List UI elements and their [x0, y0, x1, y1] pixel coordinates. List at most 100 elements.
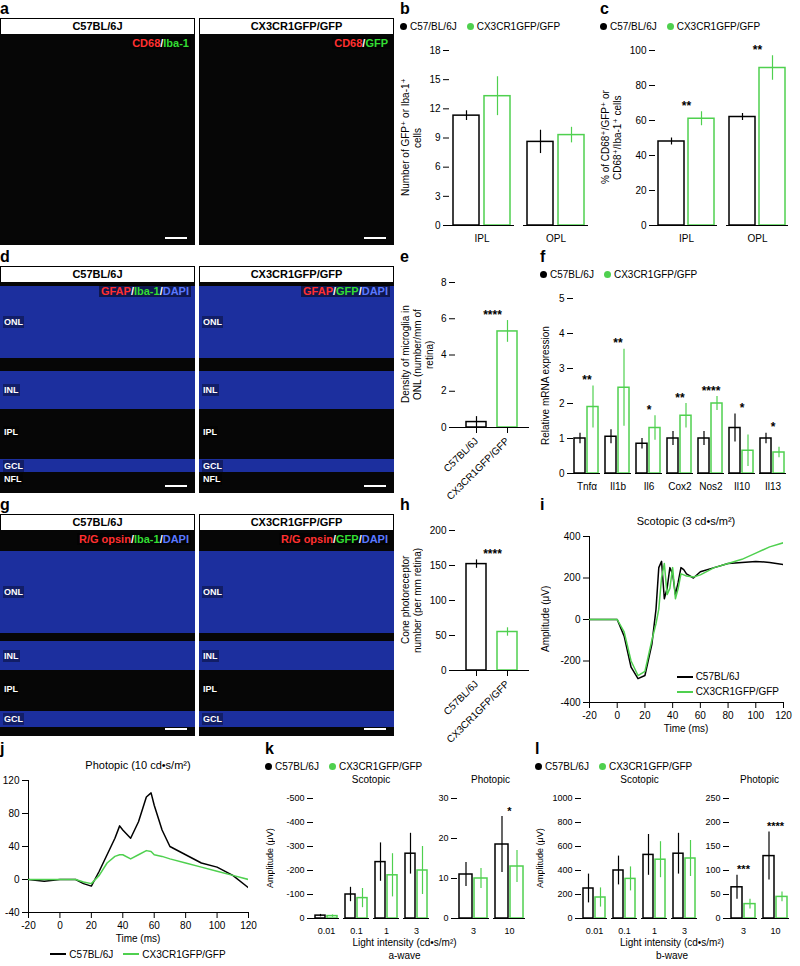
- svg-text:Il1b: Il1b: [610, 481, 627, 492]
- svg-text:40: 40: [635, 150, 647, 161]
- svg-text:9: 9: [435, 132, 441, 143]
- svg-text:Nos2: Nos2: [699, 481, 723, 492]
- svg-text:80: 80: [8, 808, 20, 819]
- svg-text:****: ****: [483, 547, 502, 561]
- svg-text:0: 0: [441, 665, 447, 676]
- svg-text:IPL: IPL: [679, 233, 694, 244]
- svg-text:3: 3: [741, 926, 746, 936]
- svg-text:6: 6: [441, 313, 447, 324]
- svg-text:0.01: 0.01: [586, 926, 604, 936]
- svg-text:Il10: Il10: [734, 481, 751, 492]
- svg-text:OPL: OPL: [747, 233, 767, 244]
- svg-text:-20: -20: [21, 920, 36, 931]
- svg-text:60: 60: [695, 710, 707, 721]
- svg-text:**: **: [675, 391, 685, 405]
- svg-text:CX3CR1GFP/GFP: CX3CR1GFP/GFP: [444, 435, 511, 502]
- svg-text:****: ****: [483, 308, 502, 322]
- svg-text:0: 0: [567, 913, 572, 923]
- svg-text:100: 100: [705, 865, 720, 875]
- svg-text:****: ****: [767, 820, 785, 832]
- svg-text:-200: -200: [560, 655, 580, 666]
- svg-text:150: 150: [430, 560, 447, 571]
- svg-text:*: *: [507, 805, 512, 817]
- svg-text:Il13: Il13: [765, 481, 782, 492]
- svg-text:400: 400: [564, 531, 581, 542]
- svg-text:-400: -400: [286, 817, 304, 827]
- svg-text:80: 80: [180, 920, 192, 931]
- svg-text:1: 1: [384, 926, 389, 936]
- svg-text:4: 4: [441, 349, 447, 360]
- svg-text:0: 0: [614, 710, 620, 721]
- svg-text:40: 40: [667, 710, 679, 721]
- svg-text:18: 18: [429, 45, 441, 56]
- svg-text:20: 20: [438, 833, 448, 843]
- svg-text:OPL: OPL: [546, 233, 566, 244]
- svg-text:IPL: IPL: [474, 233, 489, 244]
- svg-text:100: 100: [630, 45, 647, 56]
- svg-text:*: *: [647, 403, 652, 417]
- svg-text:0: 0: [14, 874, 20, 885]
- svg-text:200: 200: [557, 889, 572, 899]
- svg-text:100: 100: [430, 595, 447, 606]
- svg-text:*: *: [740, 401, 745, 415]
- svg-text:15: 15: [429, 74, 441, 85]
- svg-text:*: *: [771, 420, 776, 434]
- svg-text:20: 20: [86, 920, 98, 931]
- svg-text:0: 0: [715, 913, 720, 923]
- svg-text:0: 0: [57, 920, 63, 931]
- svg-text:50: 50: [710, 889, 720, 899]
- svg-text:120: 120: [775, 710, 792, 721]
- svg-text:1000: 1000: [552, 793, 572, 803]
- svg-text:Cox2: Cox2: [668, 481, 692, 492]
- svg-text:120: 120: [3, 775, 20, 786]
- svg-text:2: 2: [441, 385, 447, 396]
- svg-text:-100: -100: [286, 889, 304, 899]
- svg-text:-20: -20: [582, 710, 597, 721]
- svg-text:100: 100: [747, 710, 764, 721]
- svg-text:100: 100: [209, 920, 226, 931]
- svg-text:10: 10: [438, 873, 448, 883]
- svg-text:0: 0: [641, 220, 647, 231]
- svg-text:20: 20: [639, 710, 651, 721]
- svg-text:10: 10: [770, 926, 780, 936]
- svg-text:**: **: [613, 336, 623, 350]
- svg-text:0.01: 0.01: [318, 926, 336, 936]
- svg-text:***: ***: [737, 863, 751, 875]
- svg-text:3: 3: [682, 926, 687, 936]
- svg-text:20: 20: [635, 185, 647, 196]
- svg-text:**: **: [582, 373, 592, 387]
- svg-text:3: 3: [471, 926, 476, 936]
- svg-text:200: 200: [564, 572, 581, 583]
- svg-text:800: 800: [557, 817, 572, 827]
- svg-text:Il6: Il6: [644, 481, 655, 492]
- svg-text:3: 3: [435, 191, 441, 202]
- svg-text:-40: -40: [5, 907, 20, 918]
- svg-text:150: 150: [705, 841, 720, 851]
- svg-text:12: 12: [429, 103, 441, 114]
- svg-text:8: 8: [441, 277, 447, 288]
- svg-text:CX3CR1GFP/GFP: CX3CR1GFP/GFP: [444, 678, 511, 745]
- svg-text:**: **: [753, 43, 763, 57]
- svg-text:-500: -500: [286, 793, 304, 803]
- svg-text:60: 60: [635, 115, 647, 126]
- svg-text:5: 5: [559, 293, 565, 304]
- svg-text:60: 60: [149, 920, 161, 931]
- svg-text:2: 2: [559, 398, 565, 409]
- svg-text:600: 600: [557, 841, 572, 851]
- svg-text:-300: -300: [286, 841, 304, 851]
- svg-text:0.1: 0.1: [618, 926, 631, 936]
- svg-text:1: 1: [652, 926, 657, 936]
- svg-text:1: 1: [559, 433, 565, 444]
- svg-text:80: 80: [723, 710, 735, 721]
- svg-text:0: 0: [575, 614, 581, 625]
- svg-text:400: 400: [557, 865, 572, 875]
- svg-text:80: 80: [635, 80, 647, 91]
- svg-text:120: 120: [240, 920, 257, 931]
- svg-text:0.1: 0.1: [350, 926, 363, 936]
- svg-text:0: 0: [299, 913, 304, 923]
- svg-text:50: 50: [435, 630, 447, 641]
- svg-text:0: 0: [441, 422, 447, 433]
- svg-text:40: 40: [8, 841, 20, 852]
- svg-text:0: 0: [443, 913, 448, 923]
- svg-text:0: 0: [435, 220, 441, 231]
